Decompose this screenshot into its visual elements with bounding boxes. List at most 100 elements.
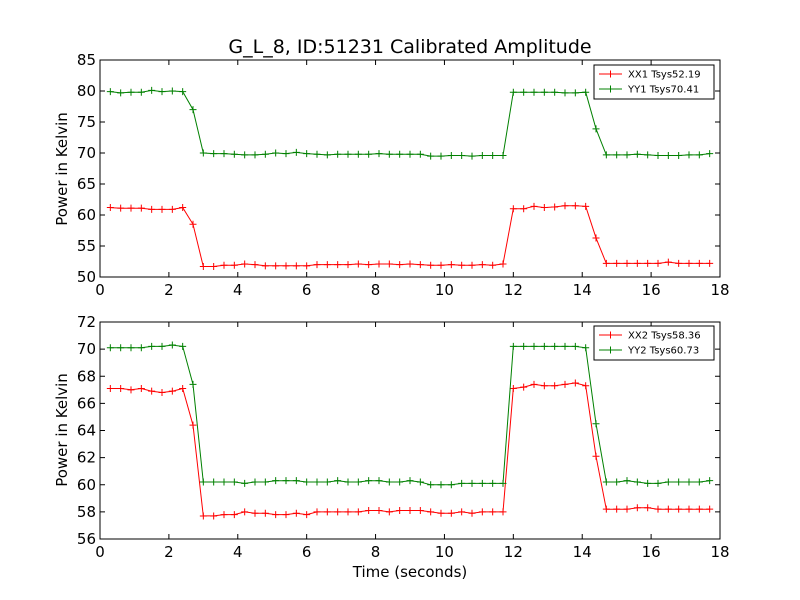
data-point-marker	[137, 204, 145, 212]
data-point-marker	[189, 380, 197, 388]
data-point-marker	[571, 379, 579, 387]
data-point-marker	[561, 380, 569, 388]
data-point-marker	[375, 150, 383, 158]
data-point-marker	[282, 150, 290, 158]
data-point-marker	[509, 384, 517, 392]
data-point-marker	[137, 344, 145, 352]
data-point-marker	[561, 202, 569, 210]
data-point-marker	[509, 342, 517, 350]
data-point-marker	[416, 261, 424, 269]
data-point-marker	[137, 88, 145, 96]
x-tick-label: 10	[435, 543, 454, 561]
data-point-marker	[592, 452, 600, 460]
data-point-marker	[375, 507, 383, 515]
data-point-marker	[489, 151, 497, 159]
data-point-marker	[199, 149, 207, 157]
data-point-marker	[644, 504, 652, 512]
data-point-marker	[210, 262, 218, 270]
data-point-marker	[468, 509, 476, 517]
data-point-marker	[117, 344, 125, 352]
x-tick-label: 14	[573, 543, 592, 561]
data-point-marker	[499, 151, 507, 159]
data-point-marker	[706, 259, 714, 267]
x-tick-label: 12	[504, 543, 523, 561]
data-point-marker	[509, 205, 517, 213]
data-point-marker	[251, 478, 259, 486]
x-tick-label: 10	[435, 281, 454, 299]
data-point-marker	[241, 479, 249, 487]
data-point-marker	[127, 386, 135, 394]
x-tick-label: 2	[164, 543, 174, 561]
data-point-marker	[499, 479, 507, 487]
data-point-marker	[664, 505, 672, 513]
data-point-marker	[106, 344, 114, 352]
x-tick-label: 4	[233, 543, 243, 561]
data-point-marker	[489, 261, 497, 269]
data-point-marker	[416, 507, 424, 515]
data-point-marker	[354, 478, 362, 486]
data-point-marker	[540, 204, 548, 212]
data-point-marker	[592, 420, 600, 428]
data-point-marker	[654, 151, 662, 159]
data-point-marker	[406, 260, 414, 268]
data-point-marker	[396, 261, 404, 269]
legend-label: YY2 Tsys60.73	[627, 346, 699, 357]
data-point-marker	[695, 505, 703, 513]
data-point-marker	[685, 151, 693, 159]
data-point-marker	[427, 152, 435, 160]
data-point-marker	[489, 508, 497, 516]
data-point-marker	[313, 261, 321, 269]
data-point-marker	[199, 478, 207, 486]
legend-swatch-marker	[607, 70, 614, 78]
x-tick-label: 6	[302, 543, 312, 561]
data-point-marker	[416, 478, 424, 486]
data-point-marker	[582, 382, 590, 390]
data-point-marker	[695, 259, 703, 267]
data-point-marker	[261, 509, 269, 517]
data-point-marker	[282, 511, 290, 519]
data-point-marker	[344, 508, 352, 516]
data-point-marker	[375, 477, 383, 485]
data-point-marker	[282, 477, 290, 485]
data-point-marker	[323, 151, 331, 159]
data-point-marker	[685, 478, 693, 486]
x-tick-label: 16	[642, 543, 661, 561]
data-point-marker	[685, 259, 693, 267]
y-tick-label: 62	[77, 449, 96, 467]
data-point-marker	[592, 234, 600, 242]
y-tick-label: 70	[77, 340, 96, 358]
data-point-marker	[189, 421, 197, 429]
chart-title: G_L_8, ID:51231 Calibrated Amplitude	[228, 36, 591, 58]
data-point-marker	[695, 478, 703, 486]
data-point-marker	[148, 342, 156, 350]
data-point-marker	[323, 508, 331, 516]
data-point-marker	[303, 150, 311, 158]
data-point-marker	[540, 342, 548, 350]
data-point-marker	[199, 512, 207, 520]
y-axis-label: Power in Kelvin	[53, 112, 71, 226]
data-point-marker	[664, 478, 672, 486]
data-point-marker	[592, 125, 600, 133]
y-tick-label: 60	[77, 476, 96, 494]
data-point-marker	[427, 261, 435, 269]
y-tick-label: 72	[77, 313, 96, 331]
data-point-marker	[458, 508, 466, 516]
data-point-marker	[272, 511, 280, 519]
data-point-marker	[406, 150, 414, 158]
data-point-marker	[261, 150, 269, 158]
data-point-marker	[365, 477, 373, 485]
x-tick-label: 0	[95, 281, 105, 299]
data-point-marker	[158, 205, 166, 213]
y-tick-label: 80	[77, 82, 96, 100]
data-point-marker	[282, 262, 290, 270]
legend: XX1 Tsys52.19 YY1 Tsys70.41	[593, 64, 715, 100]
data-point-marker	[158, 88, 166, 96]
data-point-marker	[168, 87, 176, 95]
data-point-marker	[468, 479, 476, 487]
data-point-marker	[633, 259, 641, 267]
data-point-marker	[292, 477, 300, 485]
data-point-marker	[675, 259, 683, 267]
x-tick-label: 0	[95, 543, 105, 561]
data-point-marker	[334, 150, 342, 158]
